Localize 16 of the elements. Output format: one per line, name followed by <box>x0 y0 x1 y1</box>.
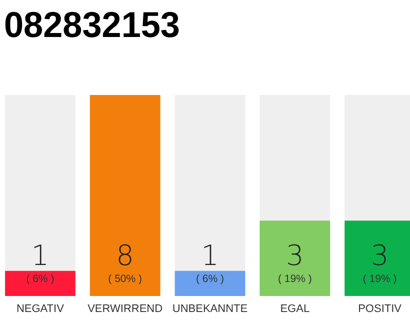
data-label: 3 <box>370 239 389 272</box>
data-label: 1 <box>31 239 50 272</box>
data-label: 8 <box>116 239 134 272</box>
annotation: ( 50% ) <box>108 273 142 285</box>
x-tick-label: UNBEKANNTE <box>172 303 248 315</box>
data-label: 1 <box>201 239 219 272</box>
annotation: ( 19% ) <box>362 273 397 285</box>
x-tick-label: POSITIV <box>358 303 402 315</box>
annotation: ( 19% ) <box>278 273 312 285</box>
x-tick-label: NEGATIV <box>16 303 65 315</box>
x-tick-label: EGAL <box>280 303 310 315</box>
annotation: ( 6% ) <box>196 273 224 285</box>
data-label: 3 <box>286 239 304 272</box>
chart-title: 082832153 <box>4 4 184 45</box>
x-tick-label: VERWIRREND <box>88 303 163 315</box>
annotation: ( 6% ) <box>26 273 54 285</box>
